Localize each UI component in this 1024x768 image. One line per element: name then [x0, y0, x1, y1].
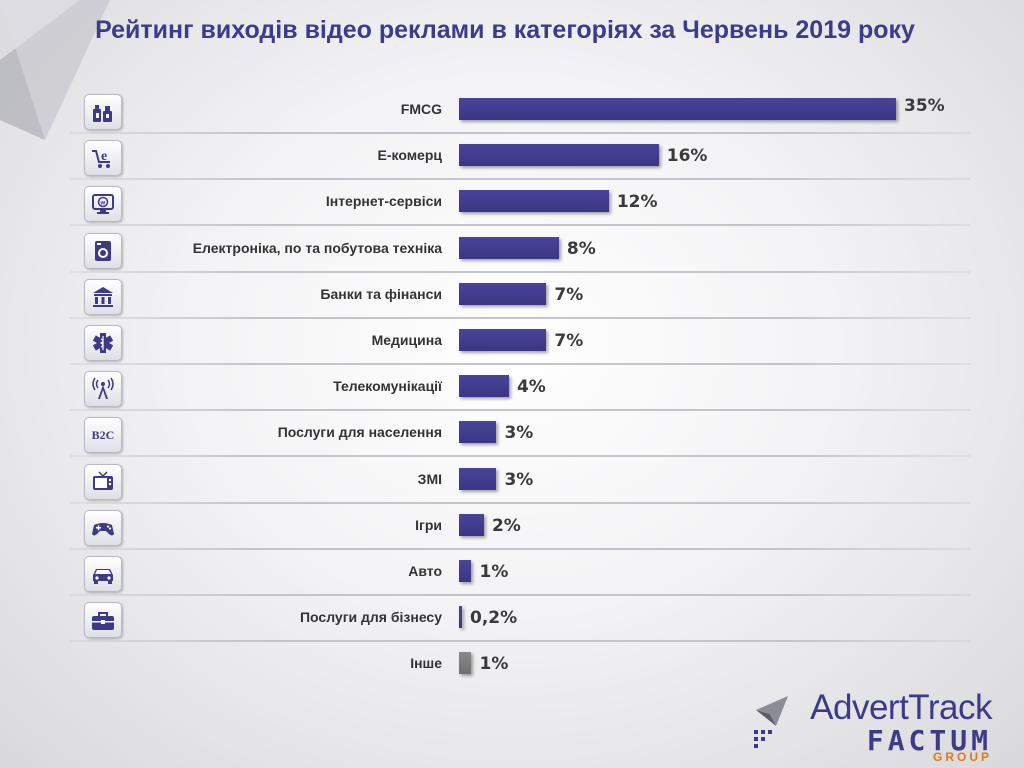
row-divider	[70, 409, 970, 412]
bank-icon	[84, 278, 122, 315]
logo-dots-icon	[754, 730, 772, 748]
row-divider	[70, 594, 970, 596]
chart-bar	[459, 652, 472, 675]
chart-row: Ігри 2%	[0, 504, 1024, 550]
chart-row: e E-комерц 16%	[0, 134, 1024, 181]
tv-icon	[84, 463, 122, 500]
value-label: 35%	[904, 96, 945, 116]
row-divider	[70, 178, 970, 181]
medical-star-icon	[84, 325, 122, 361]
value-label: 4%	[516, 377, 546, 398]
advert-track-logo: AdvertTrack FACTUM GROUP	[752, 688, 992, 764]
category-label: Авто	[408, 563, 442, 579]
chart-row: Авто 1%	[0, 550, 1024, 596]
chart-row: w Інтернет-сервіси 12%	[0, 180, 1024, 227]
row-divider	[70, 132, 970, 134]
chart-bar	[459, 282, 547, 305]
category-label: Телекомунікації	[333, 378, 442, 395]
chart-row: B2C Послуги для населення 3%	[0, 411, 1024, 458]
chart-bar	[459, 190, 609, 213]
chart-bar	[459, 513, 484, 536]
internet-monitor-icon: w	[84, 186, 122, 223]
chart-bar	[459, 144, 659, 167]
category-label: ЗМІ	[417, 470, 442, 487]
row-divider	[70, 640, 970, 643]
telecom-tower-icon	[84, 371, 122, 408]
logo-arrow-icon	[756, 696, 788, 726]
category-label: Послуги для бізнесу	[299, 609, 442, 626]
value-label: 2%	[491, 515, 521, 536]
car-icon	[84, 556, 122, 592]
value-label: 16%	[666, 146, 708, 167]
category-label: Банки та фінанси	[320, 285, 442, 302]
chart-row: Телекомунікації 4%	[0, 365, 1024, 412]
b2c-icon: B2C	[84, 417, 122, 454]
chart-bar	[459, 236, 559, 259]
value-label: 1%	[479, 562, 509, 582]
value-label: 3%	[504, 423, 534, 444]
row-divider	[70, 224, 970, 227]
category-label: Медицина	[371, 332, 442, 348]
category-label: Ігри	[415, 516, 442, 533]
value-label: 7%	[554, 331, 584, 351]
category-label: Послуги для населення	[277, 424, 442, 441]
logo-group: GROUP	[932, 750, 992, 764]
row-divider	[70, 455, 970, 458]
chart-row: ЗМІ 3%	[0, 458, 1024, 504]
chart-bar	[459, 606, 462, 629]
value-label: 3%	[504, 469, 534, 490]
chart-row: Медицина 7%	[0, 319, 1024, 365]
category-label: Інтернет-сервіси	[325, 193, 442, 210]
household-products-icon	[84, 94, 122, 130]
row-divider	[70, 501, 970, 504]
chart-row: Електроніка, по та побутова техніка 8%	[0, 227, 1024, 273]
washing-machine-icon	[84, 232, 122, 269]
b2c-icon-text: B2C	[91, 427, 115, 442]
corner-decoration	[0, 0, 110, 140]
category-label: E-комерц	[377, 147, 443, 164]
chart-row: Інше 1%	[0, 642, 1024, 688]
logo-advert-track: AdvertTrack	[810, 688, 992, 727]
value-label: 0,2%	[470, 608, 518, 629]
row-divider	[70, 270, 970, 273]
value-label: 12%	[616, 192, 658, 213]
chart-row: FMCG 35%	[0, 88, 1024, 134]
chart-title: Рейтинг виходів відео реклами в категорі…	[95, 16, 915, 44]
chart-bar	[459, 467, 497, 490]
chart-bar	[459, 560, 472, 582]
value-label: 8%	[566, 238, 596, 259]
logo-factum: FACTUM	[866, 724, 992, 757]
ecommerce-cart-icon: e	[84, 140, 122, 177]
value-label: 1%	[479, 654, 509, 675]
chart-bar	[459, 329, 547, 351]
chart-row: Банки та фінанси 7%	[0, 273, 1024, 319]
chart-bar	[459, 98, 896, 120]
row-divider	[70, 316, 970, 319]
chart-row: Послуги для бізнесу 0,2%	[0, 596, 1024, 643]
gamepad-icon	[84, 509, 122, 546]
category-label: Інше	[410, 655, 442, 672]
chart-bar	[459, 375, 509, 398]
category-label: FMCG	[400, 101, 442, 117]
svg-text:e: e	[101, 149, 107, 164]
briefcase-icon	[84, 602, 122, 639]
category-label: Електроніка, по та побутова техніка	[192, 239, 442, 256]
value-label: 7%	[554, 284, 584, 305]
chart-bar	[459, 421, 497, 444]
row-divider	[70, 547, 970, 550]
row-divider	[70, 363, 970, 365]
svg-text:w: w	[100, 201, 106, 207]
